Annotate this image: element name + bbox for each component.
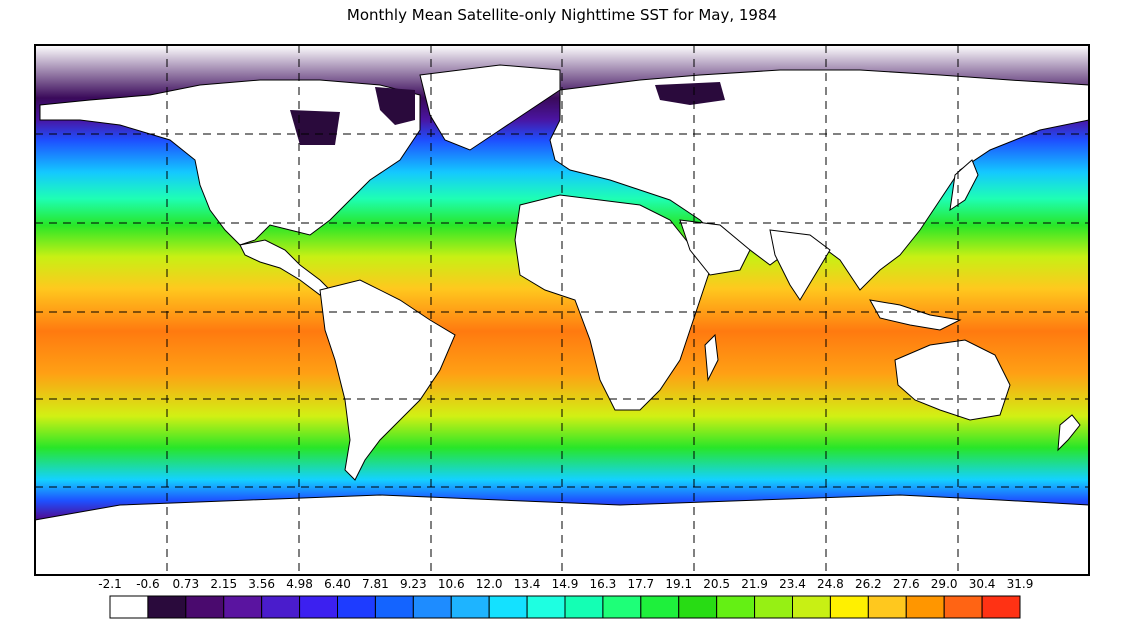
legend-swatch xyxy=(147,595,187,619)
land-india xyxy=(769,229,831,301)
map-frame xyxy=(34,44,1090,576)
legend-swatch xyxy=(526,595,566,619)
legend-swatch xyxy=(299,595,339,619)
land-japan xyxy=(949,159,979,212)
land-eurasia xyxy=(549,69,1090,291)
legend-swatch xyxy=(640,595,680,619)
land-madagascar xyxy=(704,333,719,382)
legend-swatch xyxy=(792,595,831,619)
land-indonesia xyxy=(869,299,962,331)
legend-swatch xyxy=(488,595,528,619)
legend-swatch xyxy=(981,595,1021,619)
legend-swatch xyxy=(754,595,793,619)
land-south-america xyxy=(319,279,456,481)
legend-swatch xyxy=(374,595,414,619)
gridlines xyxy=(35,45,1089,575)
legend-swatch xyxy=(223,595,263,619)
legend-swatch xyxy=(678,595,718,619)
arctic-seas xyxy=(290,82,725,145)
land-arabia xyxy=(679,219,751,276)
legend-swatch xyxy=(337,595,376,619)
legend-colorbar xyxy=(109,595,1021,619)
land-new-zealand xyxy=(1057,414,1081,452)
chart-title: Monthly Mean Satellite-only Nighttime SS… xyxy=(346,6,778,24)
legend-swatch xyxy=(867,595,907,619)
legend-swatch xyxy=(829,595,869,619)
legend-swatch xyxy=(905,595,945,619)
legend-swatch xyxy=(412,595,452,619)
legend-swatch xyxy=(716,595,756,619)
legend-swatch xyxy=(261,595,301,619)
legend-swatch xyxy=(943,595,983,619)
land-australia xyxy=(894,339,1011,421)
land-greenland xyxy=(419,64,561,151)
legend-swatch xyxy=(185,595,225,619)
legend-swatch xyxy=(602,595,642,619)
legend-swatch xyxy=(450,595,490,619)
legend-swatch xyxy=(109,595,149,619)
legend-swatch xyxy=(564,595,604,619)
land-africa xyxy=(514,194,711,411)
